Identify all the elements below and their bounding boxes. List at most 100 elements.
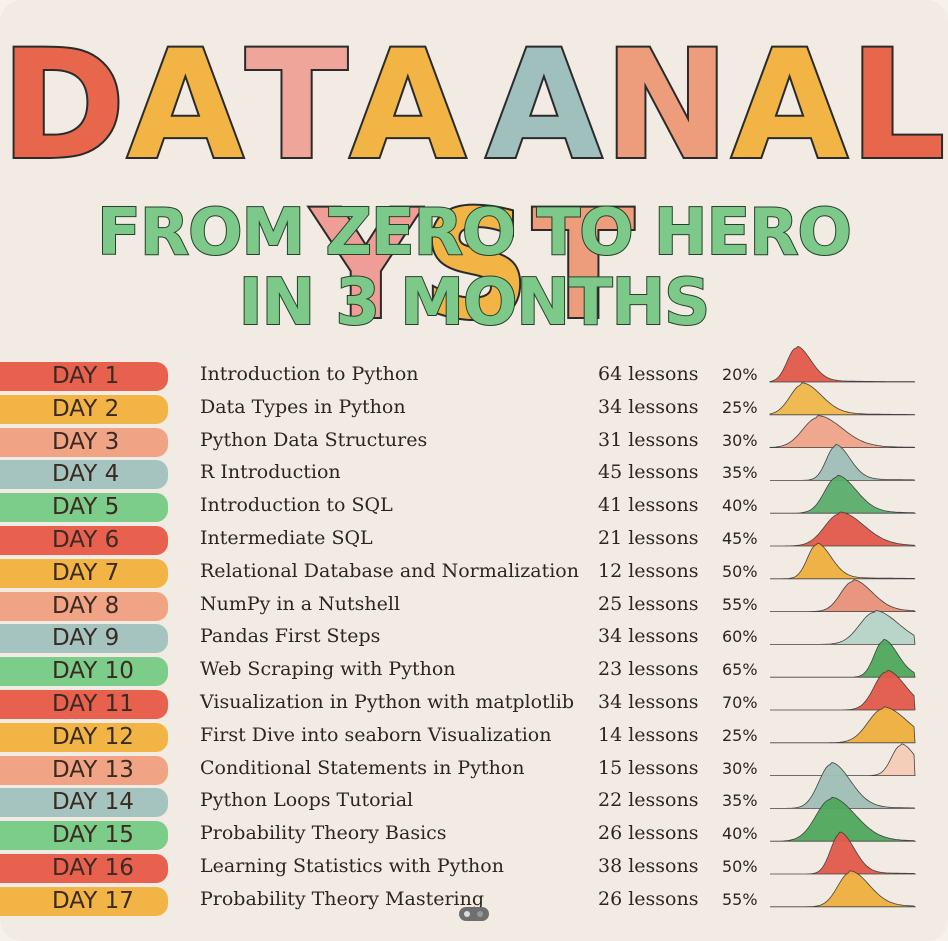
ridge-curve [770,579,917,612]
lesson-count: 64 lessons [598,363,699,385]
lesson-count: 31 lessons [598,428,699,451]
topic-label: Python Loops Tutorial [200,789,414,812]
schedule-row: DAY 7 Relational Database and Normalizati… [0,557,948,590]
schedule-row: DAY 2 Data Types in Python 34 lessons 25% [0,393,948,426]
topic-label: Conditional Statements in Python [200,756,525,779]
lesson-count: 12 lessons [598,559,699,582]
day-badge: DAY 4 [0,460,168,490]
lesson-count: 26 lessons [598,887,699,910]
title-letter: L [848,19,948,193]
topic-label: Python Data Structures [200,428,428,451]
percentage-label: 65% [722,660,758,680]
schedule-row: DAY 3 Python Data Structures 31 lessons 30% [0,426,948,459]
ridge-curve [770,669,916,711]
topic-label: First Dive into seaborn Visualization [200,723,552,746]
lesson-count: 41 lessons [598,494,699,517]
percentage-label: 20% [722,365,758,384]
day-badge: DAY 3 [0,427,168,457]
title-letter: T [530,179,637,353]
schedule-row: DAY 12 First Dive into seaborn Visualizat… [0,721,948,754]
percentage-label: 40% [722,824,758,844]
day-badge: DAY 6 [0,526,168,555]
ridge-curve [770,831,917,875]
topic-label: Introduction to Python [200,363,419,385]
topic-label: Intermediate SQL [200,527,373,549]
ridge-curve [770,762,916,809]
topic-label: Web Scraping with Python [200,658,456,681]
ridge-curve [770,474,917,514]
lesson-count: 25 lessons [598,592,699,615]
schedule-row: DAY 8 NumPy in a Nutshell 25 lessons 55% [0,590,948,623]
percentage-label: 70% [722,693,758,712]
pagination-dots[interactable] [459,907,489,921]
lesson-count: 15 lessons [598,756,699,779]
title-letter: T [243,19,350,193]
schedule-row: DAY 4 R Introduction 45 lessons 35% [0,458,948,491]
ridge-curve [770,610,916,645]
topic-label: NumPy in a Nutshell [200,592,401,615]
lesson-count: 26 lessons [598,822,699,845]
lesson-count: 45 lessons [598,461,699,484]
day-badge: DAY 9 [0,624,168,654]
ridge-curve [769,415,916,448]
day-badge: DAY 15 [0,821,168,851]
percentage-label: 35% [722,791,758,811]
main-title: DATA ANALYST [0,19,948,353]
day-badge: DAY 12 [0,722,168,752]
topic-label: Probability Theory Basics [200,822,447,845]
topic-label: Probability Theory Mastering [200,887,485,910]
day-badge: DAY 7 [0,558,168,588]
schedule-row: DAY 1 Introduction to Python 64 lessons 20% [0,360,948,393]
percentage-label: 40% [722,496,758,516]
topic-label: Relational Database and Normalization [200,559,579,582]
lesson-count: 23 lessons [598,658,699,681]
topic-label: Introduction to SQL [200,494,393,517]
percentage-label: 60% [722,627,758,647]
lesson-count: 21 lessons [598,527,699,549]
lesson-count: 14 lessons [598,723,699,746]
title-letter: A [348,19,468,193]
topic-label: Visualization in Python with matplotlib [200,691,575,713]
schedule-row: DAY 11 Visualization in Python with matpl… [0,688,948,721]
schedule-row: DAY 6 Intermediate SQL 21 lessons 45% [0,524,948,557]
title-letter: Y [310,179,423,353]
title-letter: A [729,19,850,193]
ridge-curve [770,542,916,580]
topic-label: Data Types in Python [200,395,406,418]
schedule-row: DAY 9 Pandas First Steps 34 lessons 60% [0,622,948,655]
subtitle-line-2: IN 3 MONTHS [238,266,711,340]
title-letter: A [125,19,246,193]
day-badge: DAY 17 [0,886,168,916]
percentage-label: 45% [722,529,758,548]
percentage-label: 30% [722,758,758,778]
day-badge: DAY 2 [0,394,168,424]
percentage-label: 55% [722,594,758,614]
day-badge: DAY 11 [0,690,168,719]
ridge-curve [769,382,916,416]
topic-label: Pandas First Steps [200,625,381,648]
percentage-label: 25% [722,397,758,417]
percentage-label: 55% [722,889,758,909]
day-badge: DAY 16 [0,854,168,883]
title-letter: N [602,19,732,193]
day-badge: DAY 10 [0,657,168,687]
percentage-label: 50% [722,561,758,581]
lesson-count: 34 lessons [598,625,699,648]
title-letter: D [0,19,128,193]
topic-label: R Introduction [200,461,341,484]
ridge-curve [770,511,917,547]
day-badge: DAY 1 [0,362,168,391]
schedule-row: DAY 13 Conditional Statements in Python 15… [0,754,948,787]
lesson-count: 22 lessons [598,789,699,812]
ridge-curve [769,345,916,383]
schedule-row: DAY 5 Introduction to SQL 41 lessons 40% [0,491,948,524]
schedule-row: DAY 16 Learning Statistics with Python 38 … [0,852,948,885]
day-badge: DAY 5 [0,493,168,523]
day-badge: DAY 14 [0,788,168,818]
percentage-label: 50% [722,857,758,876]
subtitle-line-1: FROM ZERO TO HERO [96,196,853,270]
ridge-curve [770,796,917,842]
title-letter: A [484,19,604,193]
